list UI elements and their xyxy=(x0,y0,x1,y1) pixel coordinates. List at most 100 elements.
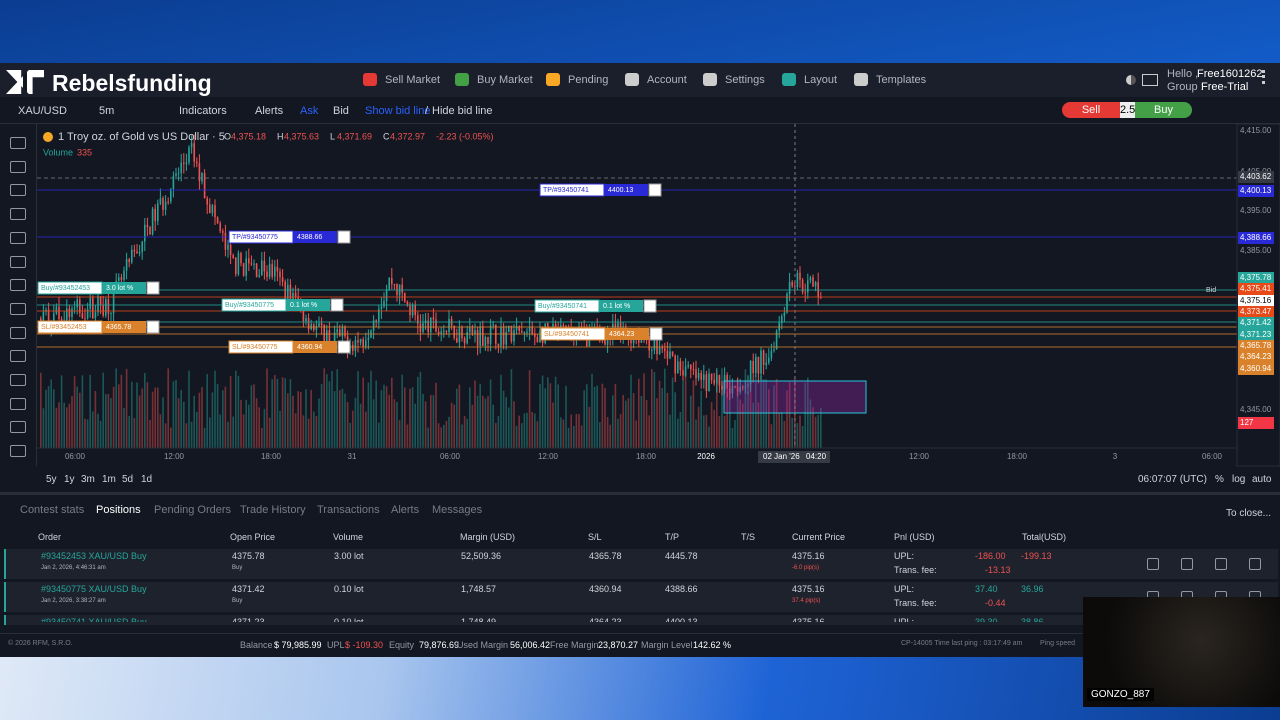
group: Free-Trial xyxy=(1201,81,1249,93)
sell-button[interactable]: Sell xyxy=(1062,102,1120,118)
cell: 4375.78 xyxy=(232,551,265,561)
tab[interactable]: Positions xyxy=(96,504,141,516)
tool-icon[interactable] xyxy=(10,421,26,434)
tab[interactable]: Alerts xyxy=(391,504,420,516)
webcam-name: GONZO_887 xyxy=(1087,688,1154,701)
tool-icon[interactable] xyxy=(10,279,26,292)
tool-icon[interactable] xyxy=(10,184,26,197)
tab[interactable]: Transactions xyxy=(317,504,380,516)
buy-button[interactable]: Buy xyxy=(1135,102,1192,118)
symbol[interactable]: XAU/USD xyxy=(18,105,67,117)
tool-icon[interactable] xyxy=(10,231,26,244)
cell: #93450775 XAU/USD Buy xyxy=(41,584,147,594)
range-button[interactable]: 3m xyxy=(81,474,95,485)
menu-item[interactable]: Pending xyxy=(568,74,609,86)
tool-icon[interactable] xyxy=(10,326,26,339)
cell: 0.10 lot xyxy=(334,584,364,594)
menu-icon xyxy=(854,73,868,86)
column-header[interactable]: Order xyxy=(38,532,62,542)
cell: -13.13 xyxy=(985,565,1011,575)
cell: UPL: xyxy=(894,551,915,561)
greeting: Hello , xyxy=(1167,68,1199,80)
menu-item[interactable]: Layout xyxy=(804,74,838,86)
column-header[interactable]: Volume xyxy=(333,532,364,542)
cell: 39.30 xyxy=(975,617,998,622)
ask[interactable]: Ask xyxy=(300,105,319,117)
cell: #93450741 XAU/USD Buy xyxy=(41,617,147,622)
axis-option[interactable]: % xyxy=(1215,474,1224,485)
footer-item: Balance xyxy=(240,640,273,650)
tool-icon[interactable] xyxy=(10,137,26,149)
hide-bid[interactable]: Hide bid line xyxy=(432,105,493,117)
cell: -186.00 xyxy=(975,551,1006,561)
brand: Rebelsfunding xyxy=(52,70,212,96)
column-header[interactable]: T/S xyxy=(741,532,756,542)
menu-item[interactable]: Templates xyxy=(876,74,927,86)
footer-item: Margin Level xyxy=(641,640,693,650)
cell: 37.4 pip(s) xyxy=(792,598,821,604)
row-action[interactable] xyxy=(1147,558,1159,570)
lot-input[interactable]: 2.5 xyxy=(1120,102,1136,118)
tab[interactable]: Pending Orders xyxy=(154,504,232,516)
tool-icon[interactable] xyxy=(10,160,26,173)
cell: 4365.78 xyxy=(589,551,622,561)
range-button[interactable]: 5d xyxy=(122,474,134,485)
tab[interactable]: Messages xyxy=(432,504,483,516)
column-header[interactable]: Margin (USD) xyxy=(460,532,516,542)
menu-icon xyxy=(546,73,560,86)
column-header[interactable]: Open Price xyxy=(230,532,276,542)
position-row xyxy=(4,549,1278,579)
row-action[interactable] xyxy=(1215,558,1227,570)
cell: Jan 2, 2026, 3:38:27 am xyxy=(41,598,106,604)
alerts[interactable]: Alerts xyxy=(255,105,284,117)
range-button[interactable]: 5y xyxy=(46,474,57,485)
interval[interactable]: 5m xyxy=(99,105,115,117)
cell: -199.13 xyxy=(1021,551,1052,561)
cell: -6.0 pip(s) xyxy=(792,565,820,571)
mail-icon xyxy=(1142,74,1158,86)
cell: 4388.66 xyxy=(665,584,698,594)
tab[interactable]: Contest stats xyxy=(20,504,85,516)
axis-option[interactable]: log xyxy=(1232,474,1246,485)
menu-item[interactable]: Account xyxy=(647,74,687,86)
range-button[interactable]: 1y xyxy=(64,474,75,485)
footer-item: Used Margin xyxy=(457,640,509,650)
tool-icon[interactable] xyxy=(10,255,26,268)
menu-item[interactable]: Settings xyxy=(725,74,765,86)
column-header[interactable]: S/L xyxy=(588,532,602,542)
tool-icon[interactable] xyxy=(10,445,26,458)
axis-option[interactable]: auto xyxy=(1252,474,1272,485)
footer-item: 23,870.27 xyxy=(598,640,639,650)
close-all[interactable]: To close... xyxy=(1226,508,1272,519)
column-header[interactable]: Pnl (USD) xyxy=(894,532,935,542)
user: Free1601262 xyxy=(1197,68,1263,80)
row-action[interactable] xyxy=(1181,558,1193,570)
cell: 38.86 xyxy=(1021,617,1044,622)
bid[interactable]: Bid xyxy=(333,105,349,117)
show-bid[interactable]: Show bid line xyxy=(365,105,431,117)
background xyxy=(0,657,1280,720)
menu-item[interactable]: Buy Market xyxy=(477,74,533,86)
menu-item[interactable]: Sell Market xyxy=(385,74,441,86)
range-button[interactable]: 1m xyxy=(102,474,116,485)
tool-icon[interactable] xyxy=(10,397,26,410)
cell: 1,748.57 xyxy=(461,584,497,594)
cell: Trans. fee: xyxy=(894,565,937,575)
row-action[interactable] xyxy=(1249,558,1261,570)
column-header[interactable]: Total(USD) xyxy=(1022,532,1067,542)
tools-divider xyxy=(36,124,37,466)
tool-icon[interactable] xyxy=(10,374,26,386)
tool-icon[interactable] xyxy=(10,350,26,363)
column-header[interactable]: T/P xyxy=(665,532,680,542)
tab[interactable]: Trade History xyxy=(240,504,306,516)
column-header[interactable]: Current Price xyxy=(792,532,846,542)
cell: 4364.23 xyxy=(589,617,622,622)
tool-icon[interactable] xyxy=(10,302,26,315)
cell: 4375.16 xyxy=(792,584,825,594)
tool-icon[interactable] xyxy=(10,208,26,221)
clock: 06:07:07 (UTC) xyxy=(1138,474,1207,485)
indicators[interactable]: Indicators xyxy=(179,105,227,117)
range-button[interactable]: 1d xyxy=(141,474,153,485)
cell: 4360.94 xyxy=(589,584,622,594)
